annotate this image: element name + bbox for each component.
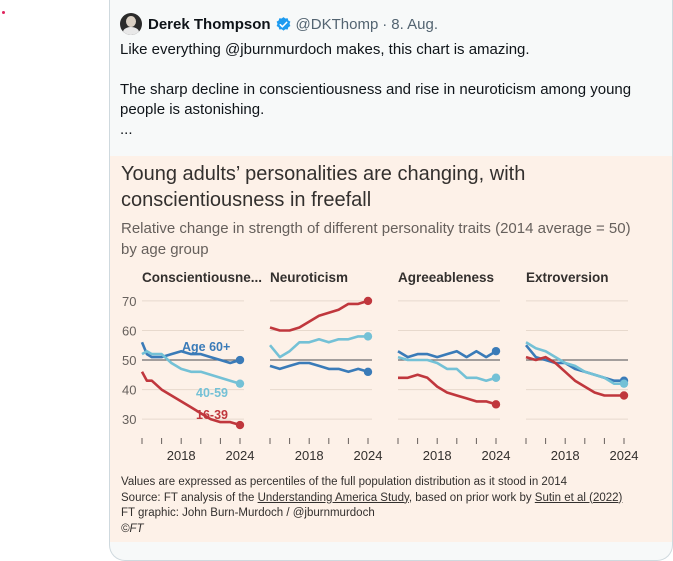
footnote-text: Values are expressed as percentiles of t… [121, 476, 568, 488]
chart-title: Young adults’ personalities are changing… [121, 161, 525, 213]
series-line [397, 355, 497, 382]
source-mid: , based on prior work by [408, 491, 535, 504]
source-link-uas[interactable]: Understanding America Study [257, 491, 409, 504]
series-end-point [235, 420, 245, 430]
series-line [140, 371, 241, 427]
verified-badge-icon [276, 16, 290, 31]
series-line [268, 335, 368, 359]
chart-title-line-2: conscientiousness in freefall [121, 189, 372, 211]
tweet-date[interactable]: 8. Aug. [391, 15, 438, 33]
x-tick-label: 2024 [226, 448, 255, 463]
series-line [140, 341, 241, 365]
series-end-point [363, 367, 373, 377]
series-end-point [619, 379, 629, 388]
series-line [398, 373, 497, 406]
series-end-point [619, 391, 629, 400]
y-tick-label: 50 [122, 353, 136, 368]
graphic-credit: FT graphic: John Burn-Murdoch / @jburnmu… [121, 507, 375, 519]
tweet-header: Derek Thompson @DKThomp · 8. Aug. [120, 11, 438, 37]
series-label-age60: Age 60+ [182, 340, 230, 354]
meta-separator: · [382, 15, 388, 33]
series-line [525, 355, 624, 397]
author-handle[interactable]: @DKThomp [295, 15, 379, 33]
tweet-line-2: The sharp decline in conscientiousness a… [120, 81, 632, 118]
panel-title: Extroversion [526, 270, 609, 285]
x-tick-label: 2024 [610, 448, 639, 463]
y-tick-label: 40 [122, 383, 136, 398]
series-label-16-39: 16-39 [196, 408, 228, 422]
chart-footnotes: Values are expressed as percentiles of t… [121, 475, 622, 537]
panel-title: Conscientiousne... [142, 270, 262, 285]
y-tick-label: 60 [122, 323, 136, 338]
x-tick-label: 2018 [423, 448, 452, 463]
series-end-point [491, 346, 501, 356]
tweet-text: Like everything @jburnmurdoch makes, thi… [120, 40, 660, 140]
series-end-point [491, 400, 501, 409]
x-tick-label: 2024 [482, 448, 511, 463]
copyright: ©FT [121, 522, 144, 535]
author-name[interactable]: Derek Thompson [148, 15, 271, 33]
tweet-line-3: ... [120, 121, 133, 138]
notification-dot [2, 11, 5, 14]
x-tick-label: 2018 [167, 448, 196, 463]
x-tick-label: 2018 [551, 448, 580, 463]
source-line: Source: FT analysis of the Understanding… [121, 491, 622, 507]
series-line [269, 361, 369, 374]
avatar[interactable] [120, 13, 142, 35]
panel-title: Neuroticism [270, 270, 348, 285]
x-tick-label: 2024 [354, 448, 383, 463]
small-multiples-chart: 70 60 50 40 30 Conscientiousne... 2018 2024 Neur… [122, 270, 639, 463]
series-end-point [235, 355, 245, 365]
chart-subtitle-line-1: Relative change in strength of different… [121, 220, 631, 237]
chart-subtitle: Relative change in strength of different… [121, 218, 661, 260]
series-end-point [363, 332, 373, 341]
series-end-point [491, 373, 501, 382]
y-tick-label: 30 [122, 412, 136, 427]
source-prefix: Source: FT analysis of the [121, 491, 258, 504]
series-label-40-59: 40-59 [196, 386, 228, 400]
panel-title: Agreeableness [398, 270, 494, 285]
series-end-point [235, 379, 245, 388]
y-tick-label: 70 [122, 294, 136, 309]
chart-subtitle-line-2: by age group [121, 241, 209, 258]
series-line [525, 341, 624, 385]
quoted-tweet-card[interactable]: Derek Thompson @DKThomp · 8. Aug. Like e… [109, 0, 673, 561]
source-link-sutin[interactable]: Sutin et al (2022) [534, 491, 623, 504]
series-line [269, 299, 369, 332]
series-line [397, 349, 497, 359]
series-end-point [363, 296, 373, 306]
series-line [141, 349, 241, 385]
chart-title-line-1: Young adults’ personalities are changing… [121, 163, 526, 185]
chart-image[interactable]: Young adults’ personalities are changing… [110, 156, 672, 542]
tweet-line-1: Like everything @jburnmurdoch makes, thi… [120, 41, 530, 58]
x-tick-label: 2018 [295, 448, 324, 463]
